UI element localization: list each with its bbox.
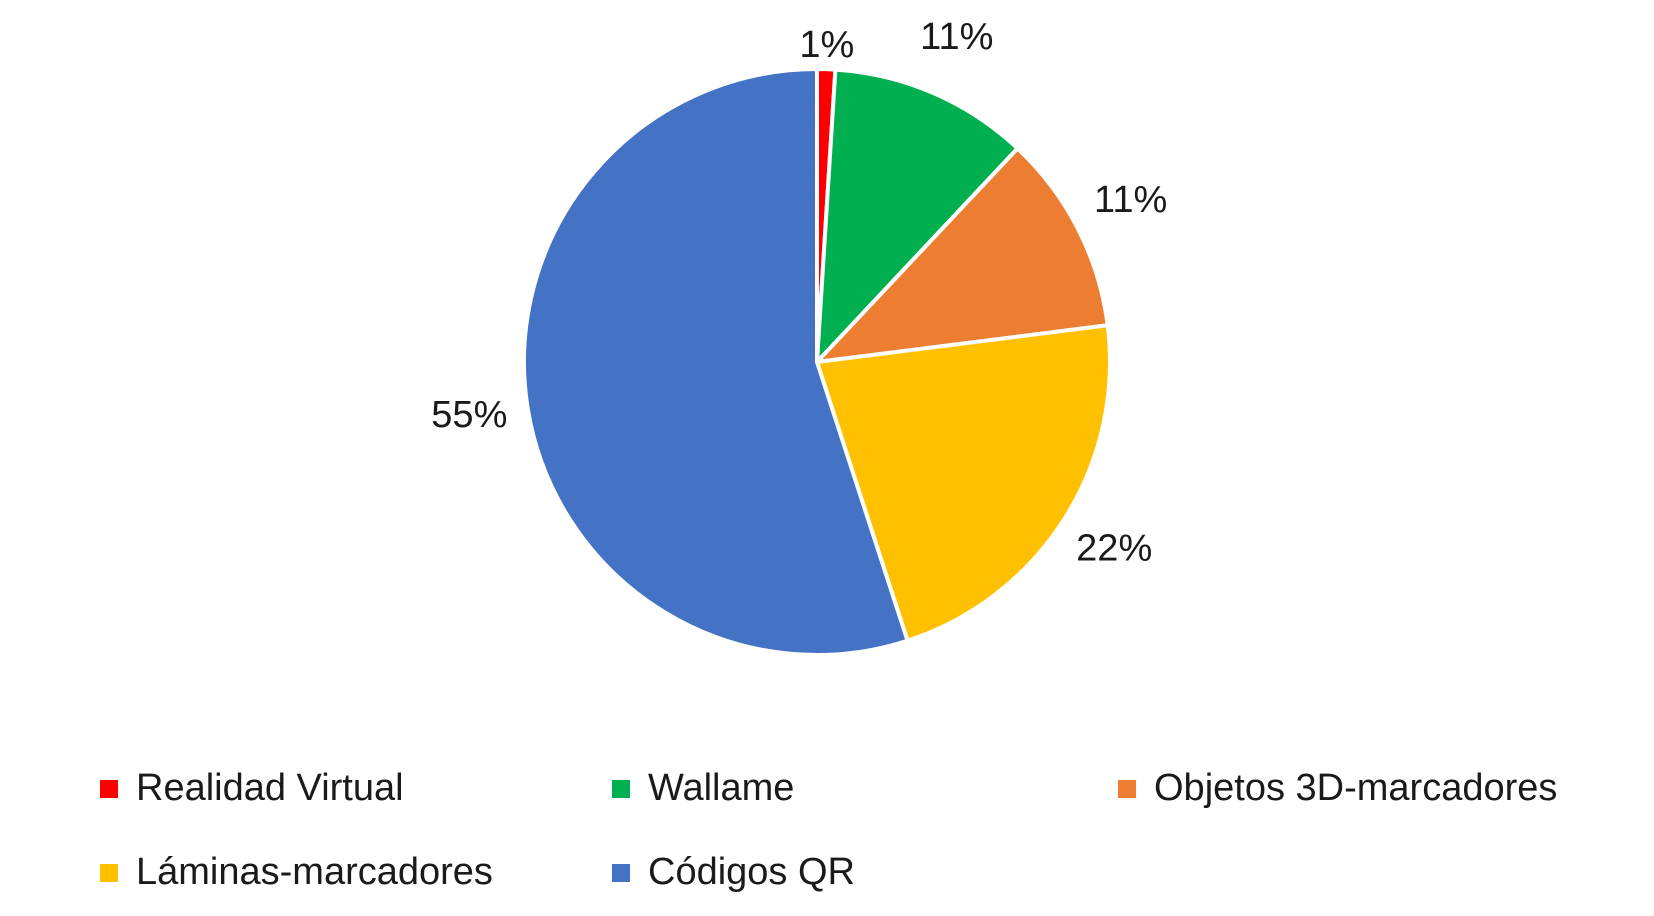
pie-slice-objetos-3d-marcadores bbox=[815, 146, 1110, 364]
legend-item-codigos-qr: Códigos QR bbox=[612, 851, 855, 893]
legend-item-realidad-virtual: Realidad Virtual bbox=[100, 767, 404, 809]
legend: Realidad Virtual Wallame Objetos 3D-marcad… bbox=[100, 767, 1557, 893]
legend-label-realidad-virtual: Realidad Virtual bbox=[136, 767, 404, 809]
legend-swatch-wallame bbox=[612, 780, 630, 798]
data-label-codigos-qr: 55% bbox=[431, 394, 507, 436]
pie-slice-codigos-qr bbox=[522, 67, 910, 657]
legend-swatch-realidad-virtual bbox=[100, 780, 118, 798]
legend-item-wallame: Wallame bbox=[612, 767, 794, 809]
legend-swatch-laminas-marcadores bbox=[100, 864, 118, 882]
legend-swatch-codigos-qr bbox=[612, 864, 630, 882]
legend-label-wallame: Wallame bbox=[648, 767, 794, 809]
legend-label-codigos-qr: Códigos QR bbox=[648, 851, 855, 893]
legend-label-objetos-3d-marcadores: Objetos 3D-marcadores bbox=[1154, 767, 1557, 809]
data-label-laminas-marcadores: 22% bbox=[1076, 528, 1152, 570]
legend-item-laminas-marcadores: Láminas-marcadores bbox=[100, 851, 493, 893]
pie-slice-laminas-marcadores bbox=[815, 323, 1112, 643]
data-label-realidad-virtual: 1% bbox=[799, 24, 854, 66]
data-label-objetos-3d-marcadores: 11% bbox=[1094, 179, 1167, 221]
legend-swatch-objetos-3d-marcadores bbox=[1118, 780, 1136, 798]
slices-layer bbox=[522, 67, 1112, 657]
data-label-wallame: 11% bbox=[920, 16, 993, 58]
legend-item-objetos-3d-marcadores: Objetos 3D-marcadores bbox=[1118, 767, 1557, 809]
data-labels-layer: 1% 11% 11% 22% 55% bbox=[431, 16, 1167, 570]
pie-slice-wallame bbox=[815, 67, 1020, 364]
legend-label-laminas-marcadores: Láminas-marcadores bbox=[136, 851, 493, 893]
